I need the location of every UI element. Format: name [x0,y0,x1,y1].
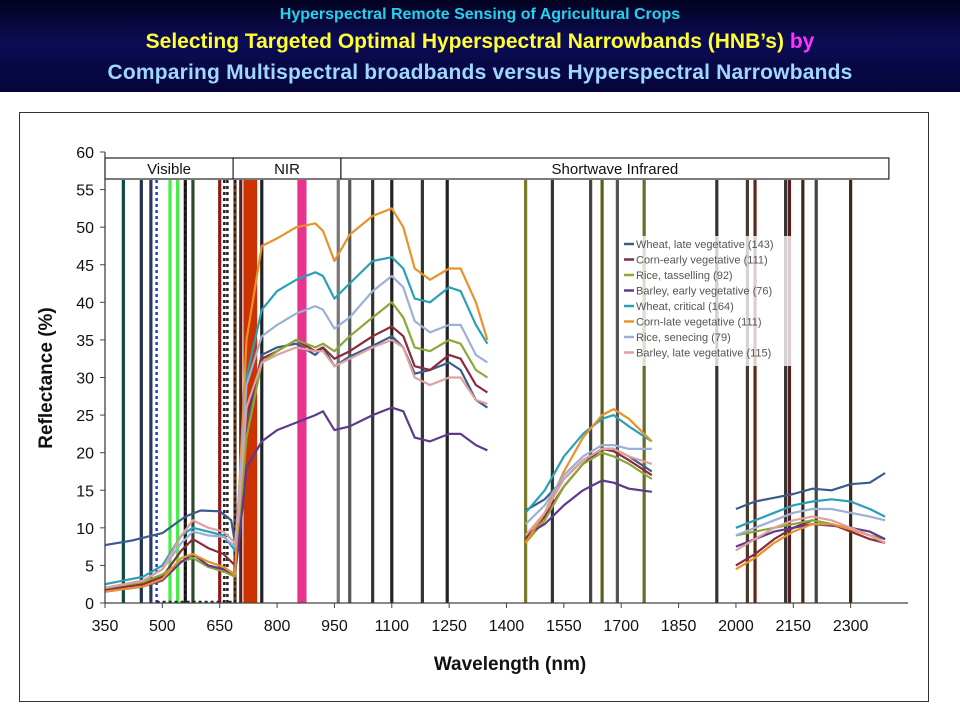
series-line-0 [104,335,886,547]
x-tick-label-4: 950 [321,618,348,635]
series-layer [104,207,886,593]
x-tick-label-6: 1250 [431,618,467,635]
legend-label-3: Barley, early vegetative (76) [636,286,772,298]
legend-box [620,236,798,366]
legend-label-0: Wheat, late vegetative (143) [636,239,774,251]
y-tick-label-0: 0 [85,596,94,613]
banner-line-3: Comparing Multispectral broadbands versu… [107,61,853,84]
legend-label-2: Rice, tasselling (92) [636,270,733,282]
region-label-1: NIR [274,161,300,178]
series-line-7 [104,338,886,590]
legend-label-1: Corn-early vegetative (111) [636,255,768,267]
x-tick-label-1: 500 [149,618,176,635]
banner-line-2-by: by [789,30,815,53]
y-tick-label-11: 55 [76,183,94,200]
x-tick-label-9: 1700 [603,618,639,635]
x-axis-label: Wavelength (nm) [434,654,586,675]
y-tick-label-1: 5 [85,558,94,575]
x-tick-label-5: 1100 [375,618,410,635]
y-tick-label-12: 60 [76,145,94,162]
y-tick-label-5: 25 [76,408,94,425]
banner-line-1: Hyperspectral Remote Sensing of Agricult… [279,6,681,23]
y-tick-label-4: 20 [76,446,94,463]
region-label-2: Shortwave Infrared [552,161,679,178]
series-line-6 [104,274,886,590]
legend-label-4: Wheat, critical (164) [636,301,734,313]
y-tick-label-2: 10 [76,521,94,538]
y-tick-label-8: 40 [76,295,94,312]
y-tick-label-7: 35 [76,333,94,350]
x-tick-label-10: 1850 [661,618,697,635]
region-layer: Visible NIR Shortwave Infrared [104,157,890,180]
banner-line-2-main: Selecting Targeted Optimal Hyperspectral… [145,30,784,53]
y-tick-label-6: 30 [76,371,94,388]
y-tick-label-3: 15 [76,483,94,500]
y-tick-label-10: 50 [76,220,94,237]
broadband-1 [297,180,307,603]
legend: Wheat, late vegetative (143) Corn-early v… [620,236,798,366]
x-tick-label-7: 1400 [489,618,525,635]
x-tick-label-8: 1550 [546,618,582,635]
x-tick-label-3: 800 [264,618,291,635]
banner-line-2: Selecting Targeted Optimal Hyperspectral… [0,30,960,54]
region-box-2 [340,157,890,180]
axes-layer: 350 500 650 800 950 1100 1250 1400 1550 1700 1850 2… [76,145,908,635]
legend-label-6: Rice, senecing (79) [636,332,731,344]
x-tick-label-2: 650 [206,618,233,635]
x-tick-label-11: 2000 [718,618,754,635]
legend-label-7: Barley, late vegetative (115) [636,348,771,360]
x-tick-label-12: 2150 [775,618,811,635]
broadband-0 [243,180,258,603]
region-label-0: Visible [147,161,191,178]
legend-label-5: Corn-late vegetative (111) [636,317,762,329]
x-tick-label-0: 350 [92,618,119,635]
title-banner: Hyperspectral Remote Sensing of Agricult… [0,0,960,92]
y-tick-label-9: 45 [76,258,94,275]
x-tick-label-13: 2300 [833,618,869,635]
y-axis-label: Reflectance (%) [36,307,57,449]
